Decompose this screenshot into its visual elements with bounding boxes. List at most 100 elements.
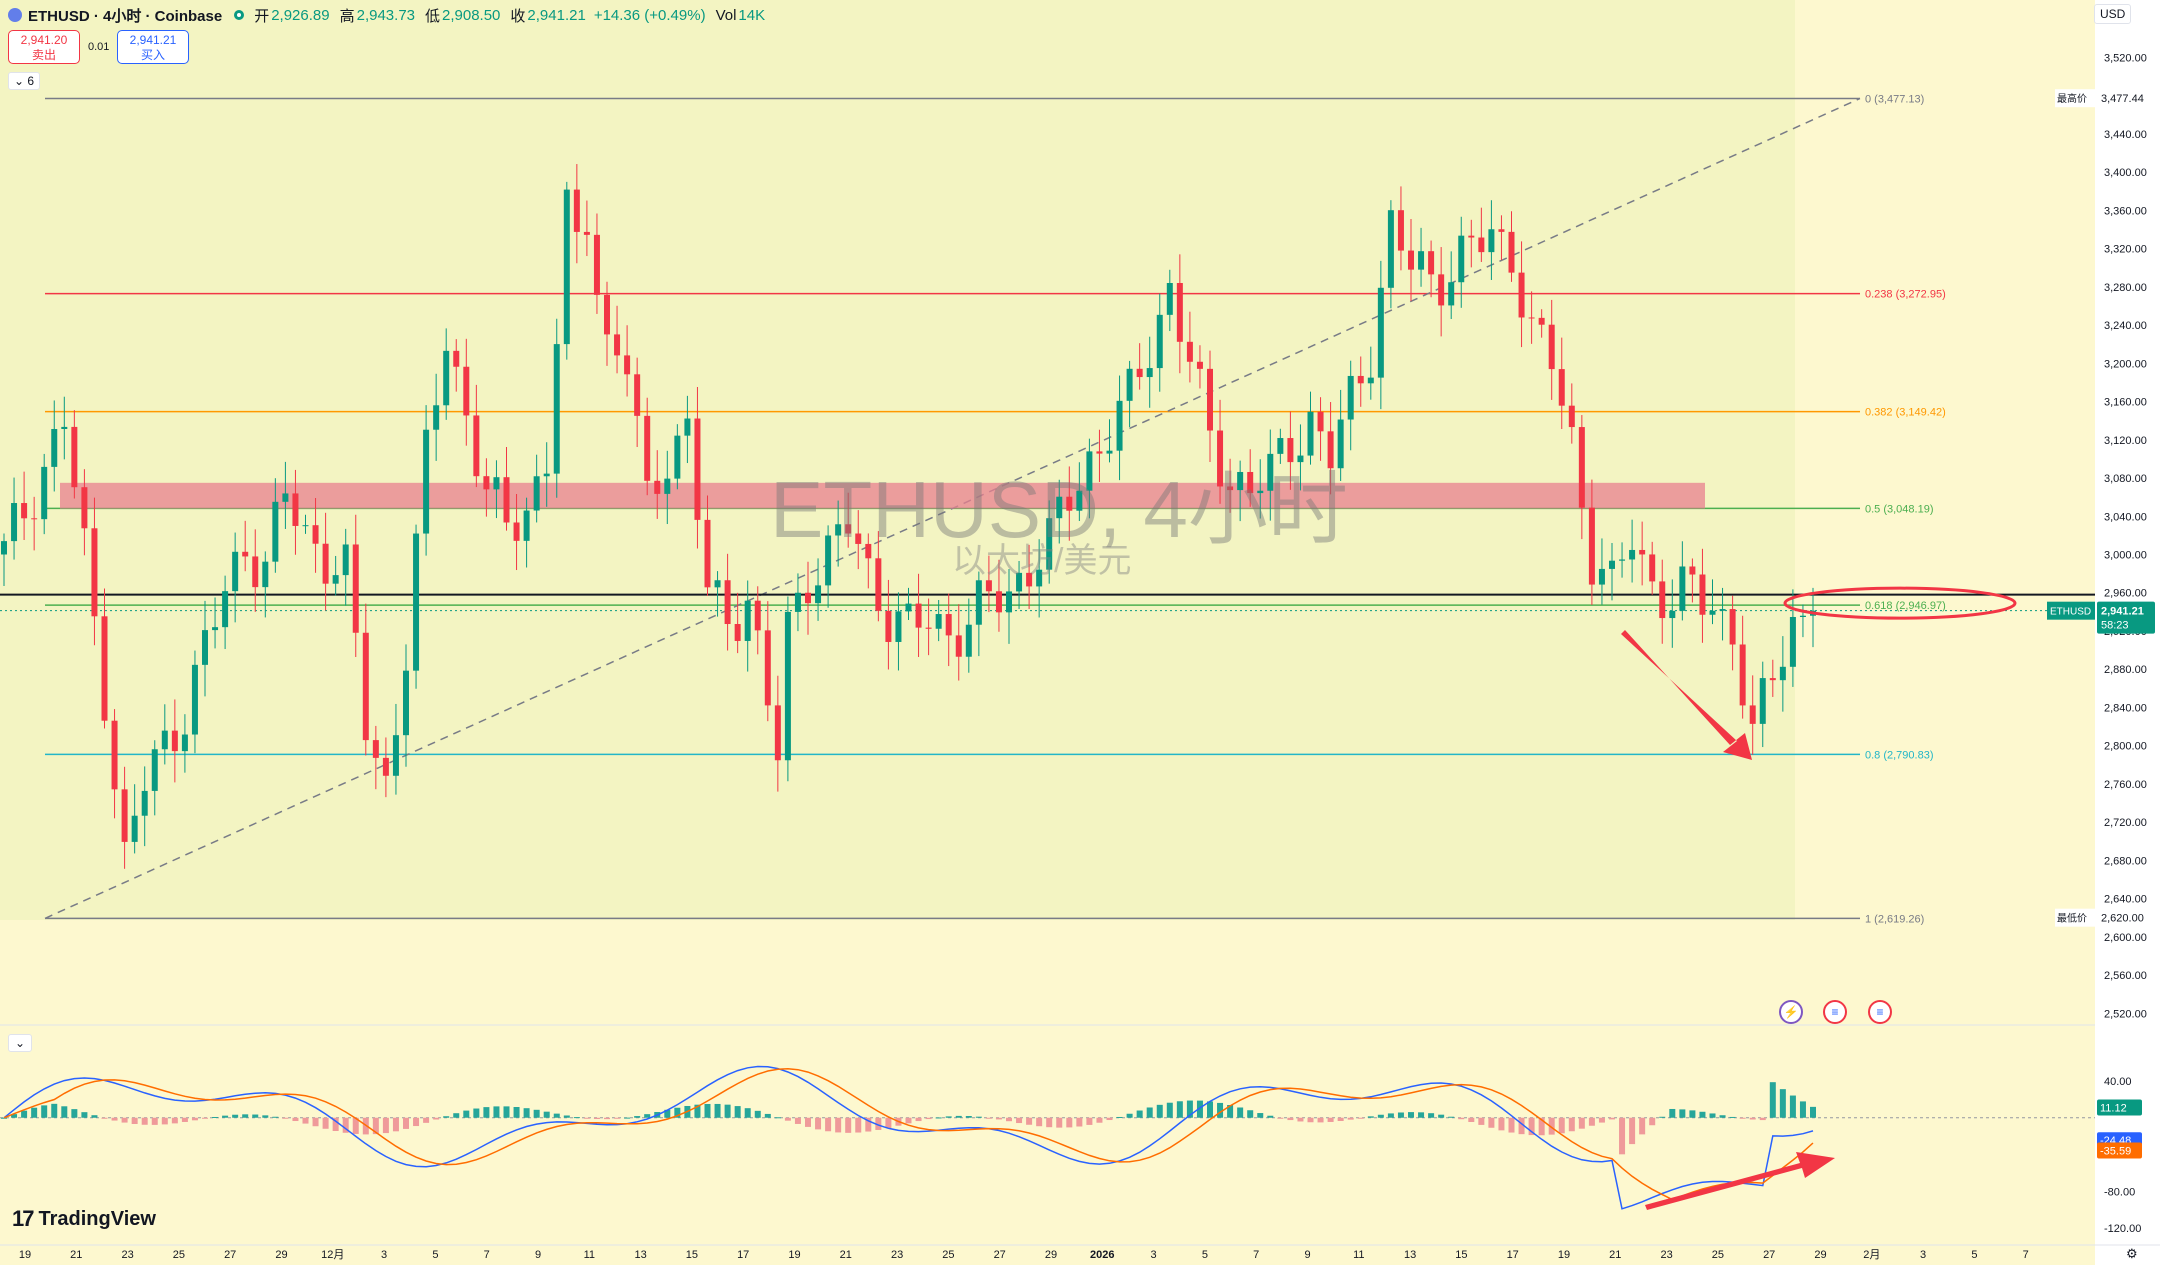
candle-body [935, 614, 942, 629]
time-tick-label: 7 [2023, 1249, 2029, 1261]
macd-histogram-bar [1156, 1104, 1163, 1118]
candle-body [553, 344, 560, 474]
candle [593, 213, 600, 314]
candle [1719, 587, 1726, 641]
macd-histogram-bar [21, 1110, 28, 1118]
symbol-header: ETHUSD · 4小时 · Coinbase 开 2,926.89 高 2,943… [8, 4, 765, 26]
candle-body [1789, 616, 1796, 667]
macd-histogram-bar [1026, 1117, 1033, 1125]
macd-histogram-bar [563, 1115, 570, 1118]
candle-body [593, 234, 600, 295]
currency-button[interactable]: USD [2094, 4, 2132, 24]
candle [1196, 345, 1203, 389]
candle-body [1619, 559, 1626, 561]
candle [463, 338, 470, 446]
candle [1448, 251, 1455, 319]
us-flag-event-icon[interactable]: ≡ [1823, 1000, 1847, 1024]
time-tick-label: 13 [634, 1249, 646, 1261]
candle [1679, 541, 1686, 621]
macd-histogram-bar [322, 1117, 329, 1129]
candle-body [71, 426, 78, 488]
candle-body [815, 585, 822, 604]
candle [1146, 336, 1153, 408]
candle [1237, 460, 1244, 522]
lightning-event-icon[interactable]: ⚡ [1779, 1000, 1803, 1024]
low-marker-label: 最低价 [2057, 912, 2087, 925]
time-tick-label: 25 [942, 1249, 954, 1261]
candle-body [754, 600, 761, 631]
macd-collapse-button[interactable]: ⌄ [8, 1034, 33, 1052]
macd-histogram-bar [503, 1106, 510, 1118]
candle [744, 580, 751, 672]
indicators-toggle-button[interactable]: ⌄ 6 [8, 72, 41, 90]
candle [865, 533, 872, 589]
settings-gear-icon[interactable]: ⚙ [2126, 1246, 2138, 1261]
candle-body [1156, 314, 1163, 369]
us-flag-event-icon-2[interactable]: ≡ [1868, 1000, 1892, 1024]
candle [995, 559, 1002, 632]
buy-button[interactable]: 2,941.21 买入 [117, 30, 189, 64]
macd-histogram-bar [955, 1115, 962, 1118]
macd-histogram-bar [1227, 1105, 1234, 1118]
candle-body [161, 730, 168, 750]
candle-body [1337, 419, 1344, 469]
fib-level-label: 0 (3,477.13) [1865, 93, 1924, 105]
candle [1126, 360, 1133, 428]
candle-body [91, 528, 98, 617]
last-price-countdown: 58:23 [2101, 620, 2129, 632]
macd-histogram-bar [1669, 1108, 1676, 1118]
price-tick-label: 3,400.00 [2104, 167, 2147, 179]
candle [935, 599, 942, 642]
time-tick-label: 19 [1558, 1249, 1570, 1261]
candle [1076, 462, 1083, 521]
time-tick-label: 15 [686, 1249, 698, 1261]
candle [955, 604, 962, 681]
candle [794, 573, 801, 632]
candle-body [915, 603, 922, 628]
macd-histogram-bar [674, 1107, 681, 1118]
candle-body [1468, 235, 1475, 238]
candle [1438, 247, 1445, 337]
price-tick-label: 3,080.00 [2104, 473, 2147, 485]
time-tick-label: 7 [1253, 1249, 1259, 1261]
tradingview-logo[interactable]: 17 TradingView [12, 1206, 156, 1232]
macd-histogram-bar [81, 1112, 88, 1118]
candle [714, 571, 721, 617]
candle [91, 497, 98, 646]
candle [784, 596, 791, 782]
macd-histogram-bar [252, 1114, 259, 1118]
candle [905, 587, 912, 620]
time-tick-label: 9 [1304, 1249, 1310, 1261]
candle-body [61, 426, 68, 430]
candle [1609, 543, 1615, 601]
candle [1699, 548, 1706, 643]
market-status-icon[interactable] [234, 10, 245, 20]
candle-body [1136, 368, 1143, 378]
macd-histogram-bar [543, 1111, 550, 1118]
candle-body [1347, 375, 1354, 420]
macd-histogram-bar [1659, 1116, 1666, 1118]
macd-histogram-bar [413, 1117, 420, 1127]
candle-body [1066, 496, 1073, 511]
macd-histogram-bar [985, 1117, 992, 1119]
macd-signal-value-bg [2097, 1142, 2142, 1159]
sell-button[interactable]: 2,941.20 卖出 [8, 30, 80, 64]
macd-histogram-bar [1508, 1117, 1515, 1133]
candle-body [1578, 427, 1585, 508]
macd-histogram-bar [1428, 1113, 1435, 1118]
candle-body [1297, 455, 1304, 463]
candle-body [1036, 569, 1043, 587]
candle [855, 510, 862, 570]
sell-label: 卖出 [31, 48, 56, 62]
candle-body [805, 592, 811, 604]
time-tick-label: 21 [1609, 1249, 1621, 1261]
candle [503, 446, 510, 531]
candle-body [895, 611, 902, 642]
candle [1176, 254, 1183, 374]
candle [724, 553, 731, 651]
candle-body [1, 541, 7, 555]
tradingview-brand: TradingView [38, 1207, 156, 1230]
symbol-title[interactable]: ETHUSD · 4小时 · Coinbase [28, 7, 223, 25]
macd-histogram-bar [1106, 1117, 1113, 1121]
